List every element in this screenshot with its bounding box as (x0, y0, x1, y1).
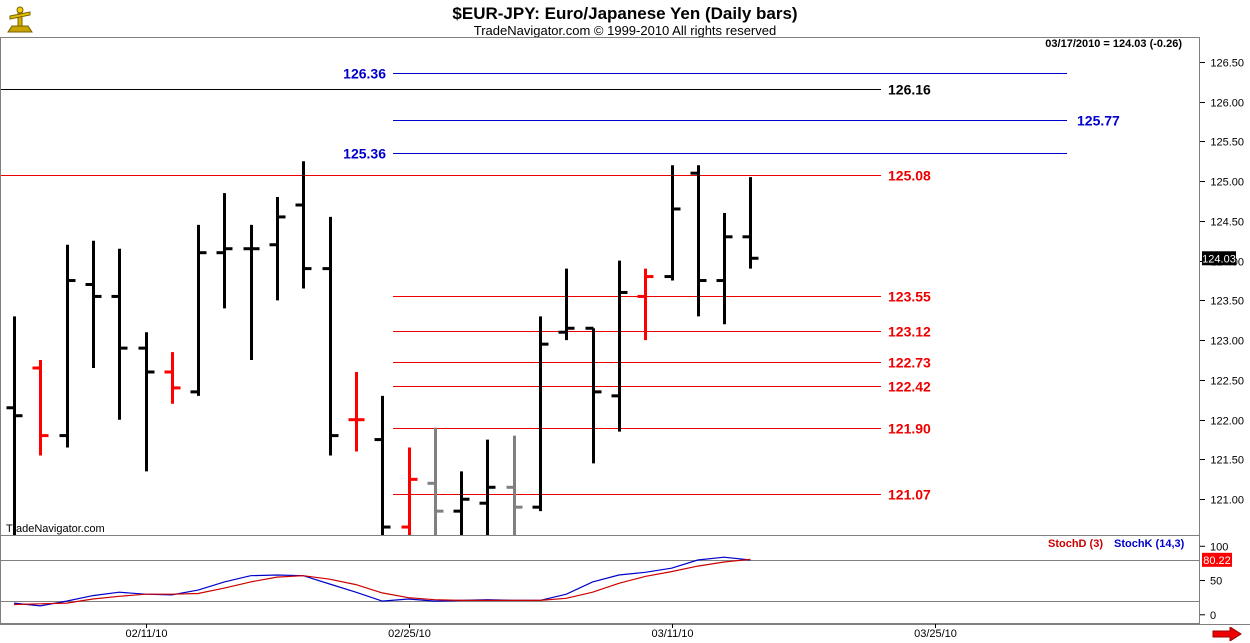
stoch-panel-frame (0, 535, 1200, 624)
stoch-k-line (13, 556, 751, 607)
level-label-126.16: 126.16 (888, 82, 931, 98)
ohlc-bar (85, 240, 102, 369)
stoch-tick-label: 100 (1210, 541, 1228, 553)
y-tick-label: 124.50 (1210, 217, 1244, 229)
ohlc-bar (611, 260, 628, 432)
level-label-121.07: 121.07 (888, 487, 931, 503)
price-panel-frame (0, 37, 1200, 536)
y-tick-label: 125.00 (1210, 177, 1244, 189)
ohlc-bar (269, 197, 286, 301)
ohlc-bar (401, 447, 418, 535)
ohlc-bar (190, 224, 207, 396)
level-label-125.77: 125.77 (1077, 113, 1120, 129)
last-quote-readout: 03/17/2010 = 124.03 (-0.26) (1045, 38, 1182, 50)
level-label-126.36: 126.36 (343, 66, 386, 82)
y-tick-label: 123.00 (1210, 336, 1244, 348)
stoch-tick-label: 50 (1210, 576, 1222, 588)
y-tick-label: 126.50 (1210, 58, 1244, 70)
ohlc-bar (348, 371, 365, 452)
ohlc-bar (664, 165, 681, 281)
stoch-value-tag (1202, 552, 1232, 567)
ohlc-bar (637, 268, 654, 341)
ohlc-bar (216, 193, 233, 309)
ohlc-bar (6, 316, 23, 535)
ohlc-bar (111, 248, 128, 420)
y-tick-label: 126.00 (1210, 98, 1244, 110)
y-tick-label: 121.50 (1210, 455, 1244, 467)
ohlc-bar (138, 332, 155, 472)
y-tick-label: 123.50 (1210, 296, 1244, 308)
ohlc-bar (716, 212, 733, 325)
ohlc-bar (742, 177, 759, 269)
level-label-125.08: 125.08 (888, 168, 931, 184)
stoch-d-line (13, 558, 751, 606)
ohlc-bar (558, 268, 575, 341)
ohlc-bar (690, 165, 707, 317)
level-label-122.42: 122.42 (888, 379, 931, 395)
ohlc-bar (243, 224, 260, 361)
stoch-tick-label: 0 (1210, 610, 1216, 622)
ohlc-bar (585, 326, 602, 464)
stochd-legend: StochD (3) (1048, 538, 1103, 550)
watermark-label: TradeNavigator.com (6, 523, 105, 535)
ohlc-bar (295, 161, 312, 289)
level-label-125.36: 125.36 (343, 146, 386, 162)
ohlc-bar (164, 352, 181, 404)
stochk-legend: StochK (14,3) (1114, 538, 1185, 550)
level-label-123.12: 123.12 (888, 324, 931, 340)
copyright-subtitle: TradeNavigator.com © 1999-2010 All right… (473, 23, 777, 38)
y-tick-label: 122.50 (1210, 376, 1244, 388)
level-label-122.73: 122.73 (888, 355, 931, 371)
ohlc-bar (374, 395, 391, 535)
x-tick-label: 03/25/10 (914, 628, 957, 640)
trade-navigator-logo-icon (7, 6, 33, 33)
y-tick-label: 122.00 (1210, 416, 1244, 428)
ohlc-bar (59, 244, 76, 448)
y-tick-label: 121.00 (1210, 495, 1244, 507)
x-tick-label: 02/11/10 (125, 628, 167, 640)
ohlc-bar (322, 216, 339, 456)
level-label-123.55: 123.55 (888, 289, 931, 305)
page-title: $EUR-JPY: Euro/Japanese Yen (Daily bars) (452, 4, 798, 23)
ohlc-bar (479, 439, 496, 535)
level-label-121.90: 121.90 (888, 421, 931, 437)
x-tick-label: 02/25/10 (388, 628, 431, 640)
ohlc-bar (427, 427, 444, 535)
last-price-label: 124.03 (1202, 253, 1236, 265)
scroll-right-arrow-icon[interactable] (1212, 627, 1242, 641)
ohlc-bar (32, 360, 49, 456)
ohlc-bar (506, 435, 523, 535)
ohlc-bar (532, 316, 549, 512)
x-tick-label: 03/11/10 (651, 628, 693, 640)
stoch-value-label: 80.22 (1203, 555, 1231, 567)
y-tick-label: 125.50 (1210, 137, 1244, 149)
ohlc-bar (453, 471, 470, 535)
last-price-tag (1202, 251, 1236, 266)
